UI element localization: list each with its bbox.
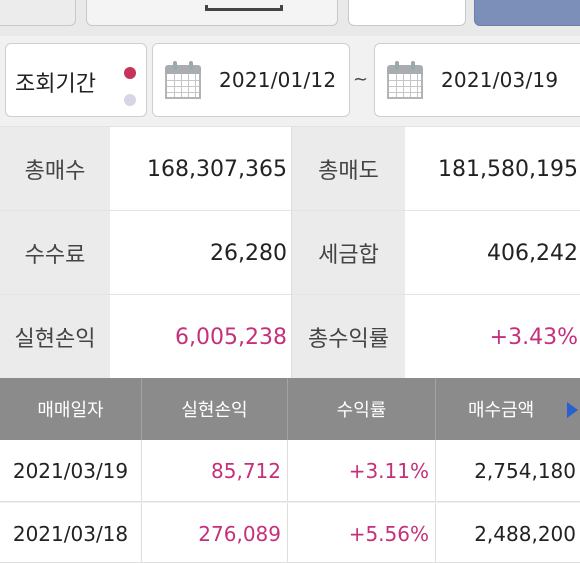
total-buy-value: 168,307,365 xyxy=(110,127,291,211)
realized-pnl-value: 6,005,238 xyxy=(110,295,291,379)
toolbar-input-field[interactable] xyxy=(348,0,466,26)
arrow-right-icon[interactable] xyxy=(567,402,578,418)
toolbar-left-button[interactable] xyxy=(0,0,76,26)
fee-value: 26,280 xyxy=(110,211,291,295)
realized-pnl-label: 실현손익 xyxy=(0,295,110,379)
total-return-value: +3.43% xyxy=(405,295,580,379)
summary-row: 실현손익 6,005,238 총수익률 +3.43% xyxy=(0,294,580,379)
table-row[interactable]: 2021/03/19 85,712 +3.11% 2,754,180 xyxy=(0,440,580,502)
cell-realized-pnl: 276,089 xyxy=(142,503,288,563)
period-dot-active xyxy=(124,67,136,79)
summary-row: 수수료 26,280 세금합 406,242 xyxy=(0,210,580,295)
tax-total-label: 세금합 xyxy=(291,211,405,295)
start-date-value: 2021/01/12 xyxy=(219,68,337,92)
toolbar-search-button[interactable] xyxy=(474,0,580,26)
calendar-icon xyxy=(387,61,423,99)
table-row[interactable]: 2021/03/18 276,089 +5.56% 2,488,200 xyxy=(0,503,580,563)
cell-buy-amount: 2,754,180 xyxy=(474,459,576,483)
total-buy-label: 총매수 xyxy=(0,127,110,211)
toolbar-account-button[interactable] xyxy=(86,0,338,26)
total-sell-value: 181,580,195 xyxy=(405,127,580,211)
trade-table-header: 매매일자 실현손익 수익률 매수금액 xyxy=(0,378,580,440)
header-realized-pnl[interactable]: 실현손익 xyxy=(142,378,288,440)
header-buy-amount[interactable]: 매수금액 xyxy=(468,400,535,421)
cell-return-rate: +3.11% xyxy=(288,440,436,502)
toolbar-label-fragment xyxy=(205,5,283,11)
date-separator: ~ xyxy=(353,69,369,90)
top-toolbar xyxy=(0,0,580,36)
calendar-icon xyxy=(165,61,201,99)
period-toggle[interactable]: 조회기간 xyxy=(5,43,147,117)
total-return-label: 총수익률 xyxy=(291,295,405,379)
summary-row: 총매수 168,307,365 총매도 181,580,195 xyxy=(0,126,580,211)
end-date-value: 2021/03/19 xyxy=(441,68,559,92)
fee-label: 수수료 xyxy=(0,211,110,295)
total-sell-label: 총매도 xyxy=(291,127,405,211)
cell-return-rate: +5.56% xyxy=(288,503,436,563)
cell-realized-pnl: 85,712 xyxy=(142,440,288,502)
period-label: 조회기간 xyxy=(15,72,96,97)
tax-total-value: 406,242 xyxy=(405,211,580,295)
period-selector: 조회기간 2021/01/12 ~ 2021/03/19 xyxy=(0,36,580,126)
start-date-field[interactable]: 2021/01/12 xyxy=(152,43,350,117)
period-dot-inactive xyxy=(124,94,136,106)
summary-grid: 총매수 168,307,365 총매도 181,580,195 수수료 26,2… xyxy=(0,126,580,379)
cell-buy-amount: 2,488,200 xyxy=(474,522,576,546)
end-date-field[interactable]: 2021/03/19 xyxy=(374,43,580,117)
header-return-rate[interactable]: 수익률 xyxy=(288,378,436,440)
cell-trade-date: 2021/03/18 xyxy=(0,503,142,563)
header-trade-date[interactable]: 매매일자 xyxy=(0,378,142,440)
cell-trade-date: 2021/03/19 xyxy=(0,440,142,502)
